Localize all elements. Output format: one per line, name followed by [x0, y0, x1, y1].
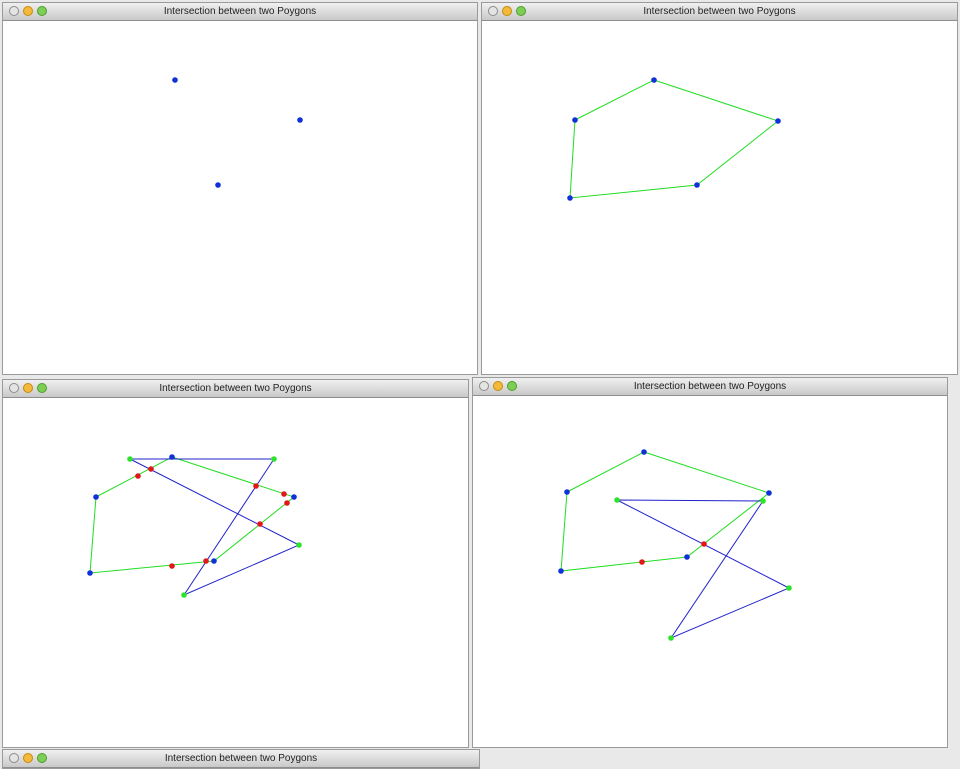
intersection-point[interactable]: [135, 473, 141, 479]
zoom-button[interactable]: [37, 6, 47, 16]
drawing-svg: [558, 449, 792, 641]
polygon-a-vertex[interactable]: [564, 489, 570, 495]
polygon-a-vertex[interactable]: [172, 77, 178, 83]
polygon-a-vertex[interactable]: [93, 494, 99, 500]
minimize-button[interactable]: [23, 6, 33, 16]
polygon-a-outline: [569, 79, 780, 199]
title-bar[interactable]: Intersection between two Poygons: [482, 3, 957, 21]
window-4: Intersection between two Poygons: [472, 377, 948, 748]
intersection-point[interactable]: [639, 559, 645, 565]
window-title: Intersection between two Poygons: [164, 753, 318, 764]
polygon-b-vertex[interactable]: [786, 585, 792, 591]
polygon-a-vertex[interactable]: [211, 558, 217, 564]
polygon-b-vertex[interactable]: [668, 635, 674, 641]
intersection-point[interactable]: [701, 541, 707, 547]
drawing-canvas[interactable]: [3, 21, 477, 374]
polygon-a-vertex[interactable]: [567, 195, 573, 201]
polygon-a-vertex[interactable]: [297, 117, 303, 123]
drawing-canvas[interactable]: [3, 398, 468, 747]
polygon-b-vertex[interactable]: [181, 592, 187, 598]
drawing-canvas[interactable]: [473, 396, 947, 747]
intersection-point[interactable]: [281, 491, 287, 497]
window-1: Intersection between two Poygons: [2, 2, 478, 375]
polygon-a-vertex[interactable]: [775, 118, 781, 124]
polygon-a-vertex[interactable]: [169, 454, 175, 460]
intersection-point[interactable]: [257, 521, 263, 527]
window-controls: [9, 383, 47, 393]
polygon-b-outline: [129, 458, 301, 597]
close-button[interactable]: [488, 6, 498, 16]
polygon-a-vertex[interactable]: [641, 449, 647, 455]
window-controls: [9, 6, 47, 16]
title-bar[interactable]: Intersection between two Poygons: [3, 750, 479, 768]
polygon-a-vertex[interactable]: [572, 117, 578, 123]
zoom-button[interactable]: [516, 6, 526, 16]
intersection-point[interactable]: [284, 500, 290, 506]
intersection-point[interactable]: [148, 466, 154, 472]
close-button[interactable]: [9, 6, 19, 16]
intersection-point[interactable]: [203, 558, 209, 564]
polygon-b-vertex[interactable]: [271, 456, 277, 462]
minimize-button[interactable]: [23, 383, 33, 393]
drawing-svg: [172, 77, 303, 188]
close-button[interactable]: [9, 383, 19, 393]
polygon-a-vertex[interactable]: [766, 490, 772, 496]
polygon-a-outline: [89, 456, 296, 574]
polygon-a-vertex[interactable]: [651, 77, 657, 83]
polygon-a-vertex[interactable]: [558, 568, 564, 574]
window-title: Intersection between two Poygons: [633, 381, 787, 392]
drawing-svg: [87, 454, 302, 598]
polygon-a-vertex[interactable]: [291, 494, 297, 500]
close-button[interactable]: [479, 381, 489, 391]
window-controls: [488, 6, 526, 16]
window-5: Intersection between two Poygons: [2, 749, 480, 769]
title-bar[interactable]: Intersection between two Poygons: [473, 378, 947, 396]
polygon-a-vertex[interactable]: [87, 570, 93, 576]
intersection-point[interactable]: [169, 563, 175, 569]
polygon-b-vertex[interactable]: [296, 542, 302, 548]
drawing-canvas[interactable]: [482, 21, 957, 374]
window-title: Intersection between two Poygons: [163, 6, 317, 17]
title-bar[interactable]: Intersection between two Poygons: [3, 3, 477, 21]
zoom-button[interactable]: [507, 381, 517, 391]
window-title: Intersection between two Poygons: [643, 6, 796, 17]
intersection-point[interactable]: [253, 483, 259, 489]
polygon-b-vertex[interactable]: [760, 498, 766, 504]
polygon-b-vertex[interactable]: [614, 497, 620, 503]
zoom-button[interactable]: [37, 383, 47, 393]
window-3: Intersection between two Poygons: [2, 379, 469, 748]
polygon-b-vertex[interactable]: [127, 456, 133, 462]
minimize-button[interactable]: [502, 6, 512, 16]
minimize-button[interactable]: [493, 381, 503, 391]
polygon-a-vertex[interactable]: [684, 554, 690, 560]
drawing-svg: [567, 77, 781, 201]
polygon-a-vertex[interactable]: [694, 182, 700, 188]
polygon-a-vertex[interactable]: [215, 182, 221, 188]
window-title: Intersection between two Poygons: [159, 383, 312, 394]
window-2: Intersection between two Poygons: [481, 2, 958, 375]
title-bar[interactable]: Intersection between two Poygons: [3, 380, 468, 398]
window-controls: [479, 381, 517, 391]
polygon-a-outline: [560, 451, 771, 572]
polygon-b-outline: [616, 499, 791, 640]
